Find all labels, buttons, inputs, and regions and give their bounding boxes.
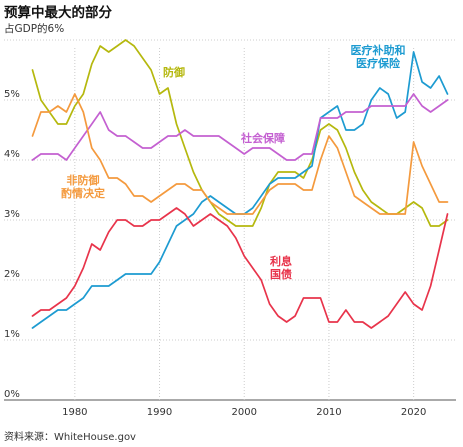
series-label-health: 医疗保险 <box>356 56 401 70</box>
series-line-interest <box>31 207 449 329</box>
series-line-social-security <box>31 93 449 161</box>
x-tick-label: 1980 <box>62 407 87 418</box>
x-tick-label: 2020 <box>401 407 426 418</box>
y-tick-label: 4% <box>4 149 20 160</box>
y-tick-label: 2% <box>4 269 20 280</box>
chart-title: 预算中最大的部分 <box>4 5 112 21</box>
y-tick-label: 0% <box>4 389 20 400</box>
x-tick-label: 2000 <box>232 407 257 418</box>
chart-subtitle: 占GDP的6% <box>4 23 65 35</box>
x-axis-ticks: 1980 1990 2000 2010 2020 <box>62 407 426 418</box>
y-axis-ticks: 0% 1% 2% 3% 4% 5% <box>4 89 20 400</box>
y-tick-label: 3% <box>4 209 20 220</box>
series-label-social-security: 社会保障 <box>240 131 285 145</box>
series-line-nondefense <box>31 93 449 215</box>
series-label-nondefense: 酌情决定 <box>61 186 105 200</box>
series-label-interest: 利息 <box>270 254 292 268</box>
source-note: 资料来源：WhiteHouse.gov <box>4 432 136 443</box>
series-lines <box>31 39 449 329</box>
x-tick-label: 1990 <box>147 407 172 418</box>
series-label-health: 医疗补助和 <box>351 43 406 57</box>
gridlines <box>4 39 456 401</box>
y-tick-label: 1% <box>4 329 20 340</box>
series-label-defense: 防御 <box>163 65 185 79</box>
series-label-nondefense: 非防御 <box>67 173 100 187</box>
x-tick-label: 2010 <box>316 407 341 418</box>
series-line-defense <box>31 39 449 227</box>
y-tick-label: 5% <box>4 89 20 100</box>
series-label-interest: 国债 <box>270 267 292 281</box>
